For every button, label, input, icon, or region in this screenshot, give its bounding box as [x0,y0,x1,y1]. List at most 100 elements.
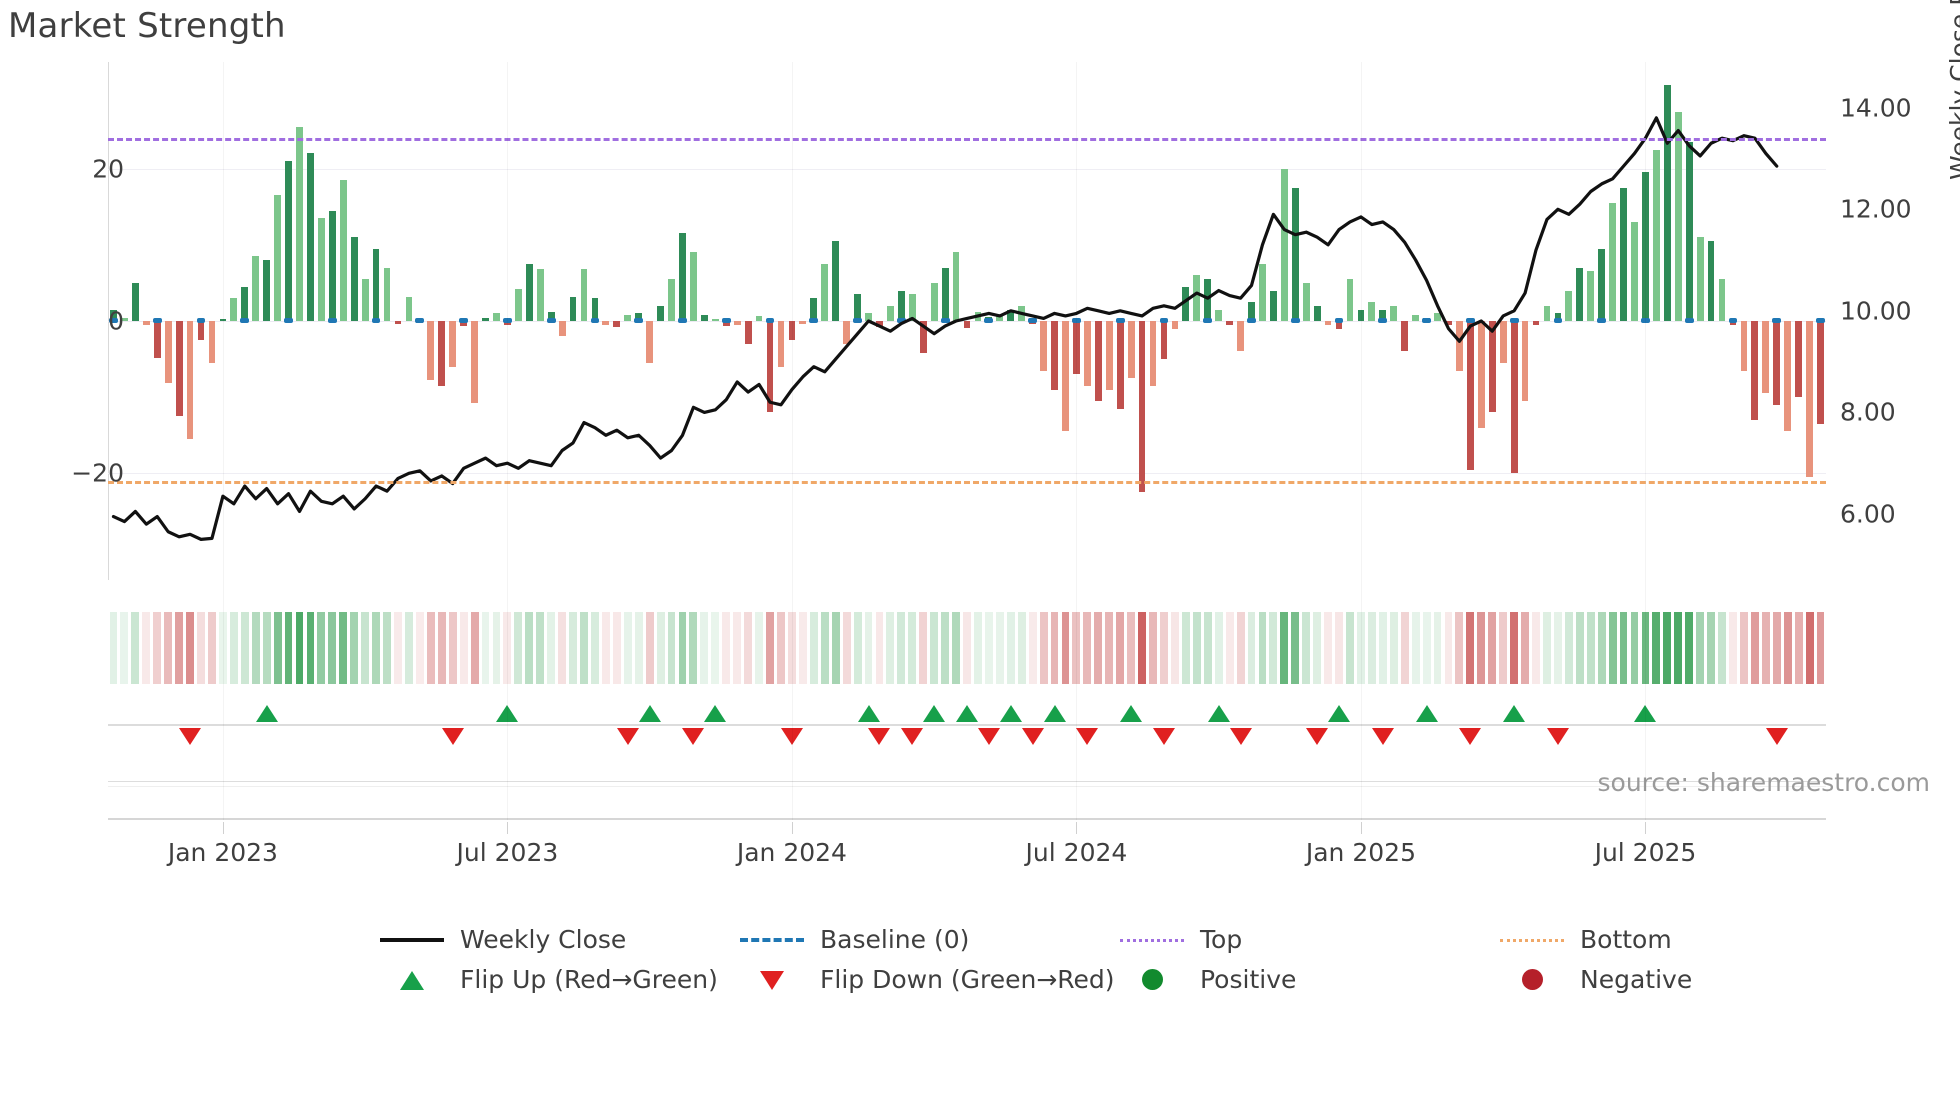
heatmap-cell [777,612,785,684]
strength-bar [1663,84,1671,321]
flip-axis-line [108,724,1826,726]
flip-down-marker [682,728,705,745]
heatmap-cell [1455,612,1464,684]
strength-bar [1477,321,1485,428]
strength-bar [514,289,522,321]
y-axis-left-tick-label: −20 [71,458,124,488]
heatmap-cell [1138,612,1147,684]
x-axis-tick-label: Jan 2023 [167,838,278,867]
baseline-dash [1072,318,1081,323]
baseline-dash [1115,318,1125,323]
heatmap-cell [372,612,381,684]
flip-up-marker [255,705,278,722]
strength-bar [1532,321,1540,325]
heatmap-cell [1214,612,1223,684]
strength-bar [1434,313,1441,321]
heatmap-cell [131,612,140,684]
strength-bar [1521,321,1529,401]
baseline-dash [152,318,162,323]
flip-up-marker [923,705,946,722]
heatmap-cell [218,612,227,684]
strength-bar [525,263,533,321]
strength-bar [700,314,708,321]
strength-bar [1499,321,1507,363]
flip-up-marker [857,705,880,722]
heatmap-cell [591,612,599,684]
flip-down-marker [780,728,803,745]
heatmap-cell [1236,612,1245,684]
flip-up-marker [999,705,1022,722]
heatmap-cell [1116,612,1125,684]
baseline-dash [896,318,906,323]
strength-bar [1685,141,1693,321]
heatmap-cell [1039,612,1048,684]
legend-item[interactable]: Weekly Close [380,925,626,954]
heatmap-cell [1696,612,1705,684]
x-gridline [791,62,793,820]
heatmap-cell [1718,612,1726,684]
legend-item[interactable]: Top [1120,925,1242,954]
legend-item[interactable]: Baseline (0) [740,925,969,954]
heatmap-cell [1597,612,1606,684]
strength-bar [1259,263,1266,321]
legend-item[interactable]: Flip Down (Green→Red) [740,965,1115,994]
heatmap-cell [1028,612,1037,684]
legend-item[interactable]: Bottom [1500,925,1672,954]
x-axis-tick [507,822,509,834]
flip-markers-panel [108,700,1826,780]
strength-bar [766,321,774,413]
legend-label: Bottom [1580,925,1672,954]
heatmap-cell [120,612,129,684]
flip-down-marker [1152,728,1175,745]
heatmap-cell [1510,612,1519,684]
legend-item[interactable]: Negative [1500,965,1692,994]
strength-bar [175,321,183,417]
strength-bar [613,321,621,328]
heatmap-cell [1017,612,1026,684]
flip-up-marker [1207,705,1230,722]
flip-down-marker [616,728,639,745]
heatmap-cell [842,612,851,684]
baseline-dash [1684,318,1694,323]
strength-bar [1773,321,1781,405]
heatmap-cell [755,612,764,684]
strength-bar [263,260,271,321]
strength-bar [1193,275,1201,321]
legend-item[interactable]: Flip Up (Red→Green) [380,965,718,994]
strength-bar [821,263,829,321]
heatmap-cell [536,612,545,684]
strength-bar [427,321,435,381]
strength-bar [394,321,402,325]
strength-bar [536,269,544,321]
heatmap-cell [1674,612,1683,684]
heatmap-cell [437,612,446,684]
legend-swatch-triangle-down-red-icon [740,969,804,991]
strength-bar [602,321,610,325]
heatmap-cell [1389,612,1398,684]
footer-rule-lower [108,786,1826,787]
strength-bar [1609,202,1616,321]
strength-bar [230,298,238,321]
legend-label: Positive [1200,965,1297,994]
heatmap-cell [1543,612,1551,684]
strength-bar [339,180,347,321]
strength-bar [876,321,883,328]
flip-up-marker [638,705,661,722]
strength-bar [1488,321,1496,413]
heatmap-cell [1083,612,1092,684]
heatmap-cell [1608,612,1617,684]
heatmap-cell [1400,612,1409,684]
x-axis-tick [222,822,224,834]
baseline-dash [1290,318,1300,323]
strength-bar [930,282,938,321]
strength-bar [1368,301,1376,321]
strength-bar [1510,321,1518,474]
heatmap-cell [1433,612,1442,684]
heatmap-cell [1203,612,1212,684]
legend-label: Flip Down (Green→Red) [820,965,1115,994]
baseline-markers-layer [108,62,1826,580]
legend-item[interactable]: Positive [1120,965,1296,994]
strength-bar [1182,286,1190,321]
strength-bar [1040,321,1047,371]
strength-bar [1324,321,1332,325]
